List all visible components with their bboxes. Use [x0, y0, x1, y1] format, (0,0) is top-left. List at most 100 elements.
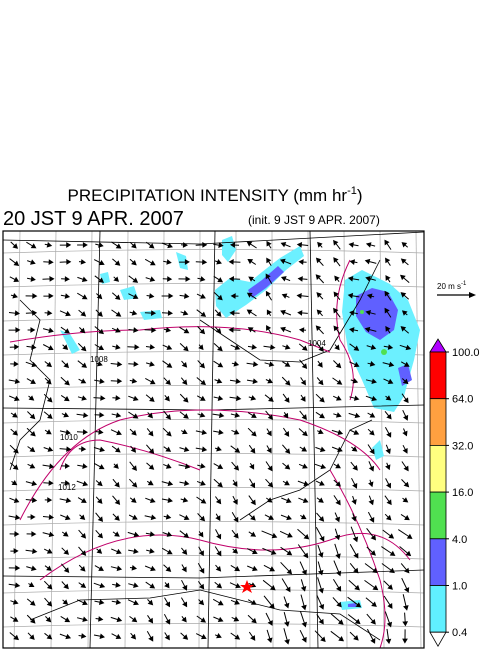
wind-arrow — [44, 597, 53, 607]
wind-arrow — [315, 274, 325, 284]
wind-arrow — [265, 410, 274, 420]
wind-arrow — [230, 293, 239, 299]
wind-arrow — [229, 582, 241, 589]
wind-arrow — [77, 497, 87, 503]
wind-arrow — [43, 446, 54, 452]
wind-arrow — [347, 614, 361, 625]
wind-arrow — [178, 463, 191, 470]
wind-arrow — [401, 479, 410, 488]
wind-arrow — [249, 478, 255, 489]
wind-arrow — [402, 444, 408, 454]
wind-arrow — [316, 614, 324, 625]
wind-arrow — [300, 611, 307, 628]
wind-arrow — [77, 276, 88, 282]
wind-arrow — [78, 633, 87, 639]
wind-arrow — [261, 530, 278, 539]
wind-arrow — [112, 344, 121, 350]
wind-arrow — [195, 429, 208, 436]
wind-arrow — [382, 529, 395, 539]
wind-arrow — [333, 291, 341, 301]
wind-arrow — [298, 327, 307, 333]
wind-arrow — [315, 257, 324, 267]
wind-arrow — [231, 461, 240, 471]
wind-arrow — [111, 445, 121, 453]
wind-arrow — [282, 361, 291, 367]
wind-arrow — [385, 444, 391, 455]
wind-arrow — [95, 429, 104, 435]
wind-arrow — [298, 497, 309, 504]
wind-arrow — [400, 292, 410, 300]
wind-arrow — [25, 548, 38, 554]
wind-arrow — [230, 344, 241, 350]
wind-arrow — [196, 377, 206, 386]
meridian — [307, 230, 311, 649]
wind-arrow — [129, 478, 138, 488]
wind-arrow — [163, 613, 171, 625]
wind-arrow — [231, 512, 239, 523]
wind-arrow — [350, 461, 358, 471]
wind-arrow — [349, 562, 359, 574]
wind-arrow — [145, 377, 156, 385]
wind-arrow — [229, 395, 242, 402]
wind-arrow — [364, 326, 377, 333]
wind-arrow — [179, 411, 189, 419]
wind-arrow — [10, 241, 19, 249]
wind-arrow — [113, 463, 119, 469]
wind-arrow — [93, 446, 105, 453]
wind-arrow — [231, 616, 240, 622]
wind-arrow — [400, 258, 409, 266]
wind-arrow — [248, 513, 256, 521]
wind-arrow — [180, 632, 189, 640]
wind-arrow — [164, 632, 170, 641]
wind-arrow — [228, 276, 241, 282]
scale-exp: -1 — [461, 281, 467, 287]
wind-arrow — [316, 292, 324, 300]
wind-arrow — [111, 327, 121, 333]
wind-arrow — [402, 409, 409, 421]
wind-arrow — [111, 241, 122, 249]
wind-arrow — [60, 463, 70, 469]
wind-arrow — [280, 241, 291, 248]
wind-arrow — [179, 446, 190, 452]
wind-arrow — [129, 564, 137, 571]
wind-arrow — [402, 594, 409, 611]
wind-arrow — [366, 546, 376, 556]
wind-arrow — [45, 616, 52, 623]
wind-arrow — [60, 293, 71, 299]
wind-arrow — [348, 579, 360, 591]
wind-arrow — [315, 393, 325, 403]
colorbar-label: 32.0 — [452, 440, 473, 452]
wind-arrow — [385, 325, 391, 334]
init-time: (init. 9 JST 9 APR. 2007) — [248, 213, 380, 227]
colorbar-segment — [429, 538, 447, 586]
wind-arrow — [78, 582, 87, 589]
wind-arrow — [8, 378, 21, 385]
isobar-label: 1010 — [60, 433, 78, 442]
wind-arrow — [110, 378, 123, 384]
wind-arrow — [10, 599, 19, 605]
colorbar-label: 0.4 — [452, 627, 467, 639]
wind-arrow — [280, 326, 292, 333]
wind-arrow — [163, 463, 172, 469]
wind-arrow — [228, 327, 241, 333]
wind-arrow — [213, 291, 223, 301]
wind-arrow — [401, 242, 409, 248]
wind-arrow — [78, 546, 87, 556]
wind-arrow — [283, 596, 290, 609]
wind-arrow — [129, 615, 138, 623]
wind-arrow — [61, 563, 70, 573]
wind-arrow — [367, 444, 375, 455]
wind-arrow — [161, 293, 174, 299]
wind-arrow — [316, 497, 324, 503]
wind-arrow — [347, 292, 360, 299]
wind-arrow — [316, 309, 323, 317]
wind-arrow — [296, 241, 309, 248]
wind-arrow — [280, 276, 291, 282]
wind-arrow — [299, 561, 307, 576]
title: PRECIPITATION INTENSITY (mm hr-1) — [67, 185, 362, 205]
wind-arrow — [366, 613, 376, 625]
wind-arrow — [110, 361, 123, 368]
valid-time: 20 JST 9 APR. 2007 — [3, 208, 184, 230]
wind-arrow — [128, 361, 139, 367]
wind-arrow — [128, 395, 139, 402]
